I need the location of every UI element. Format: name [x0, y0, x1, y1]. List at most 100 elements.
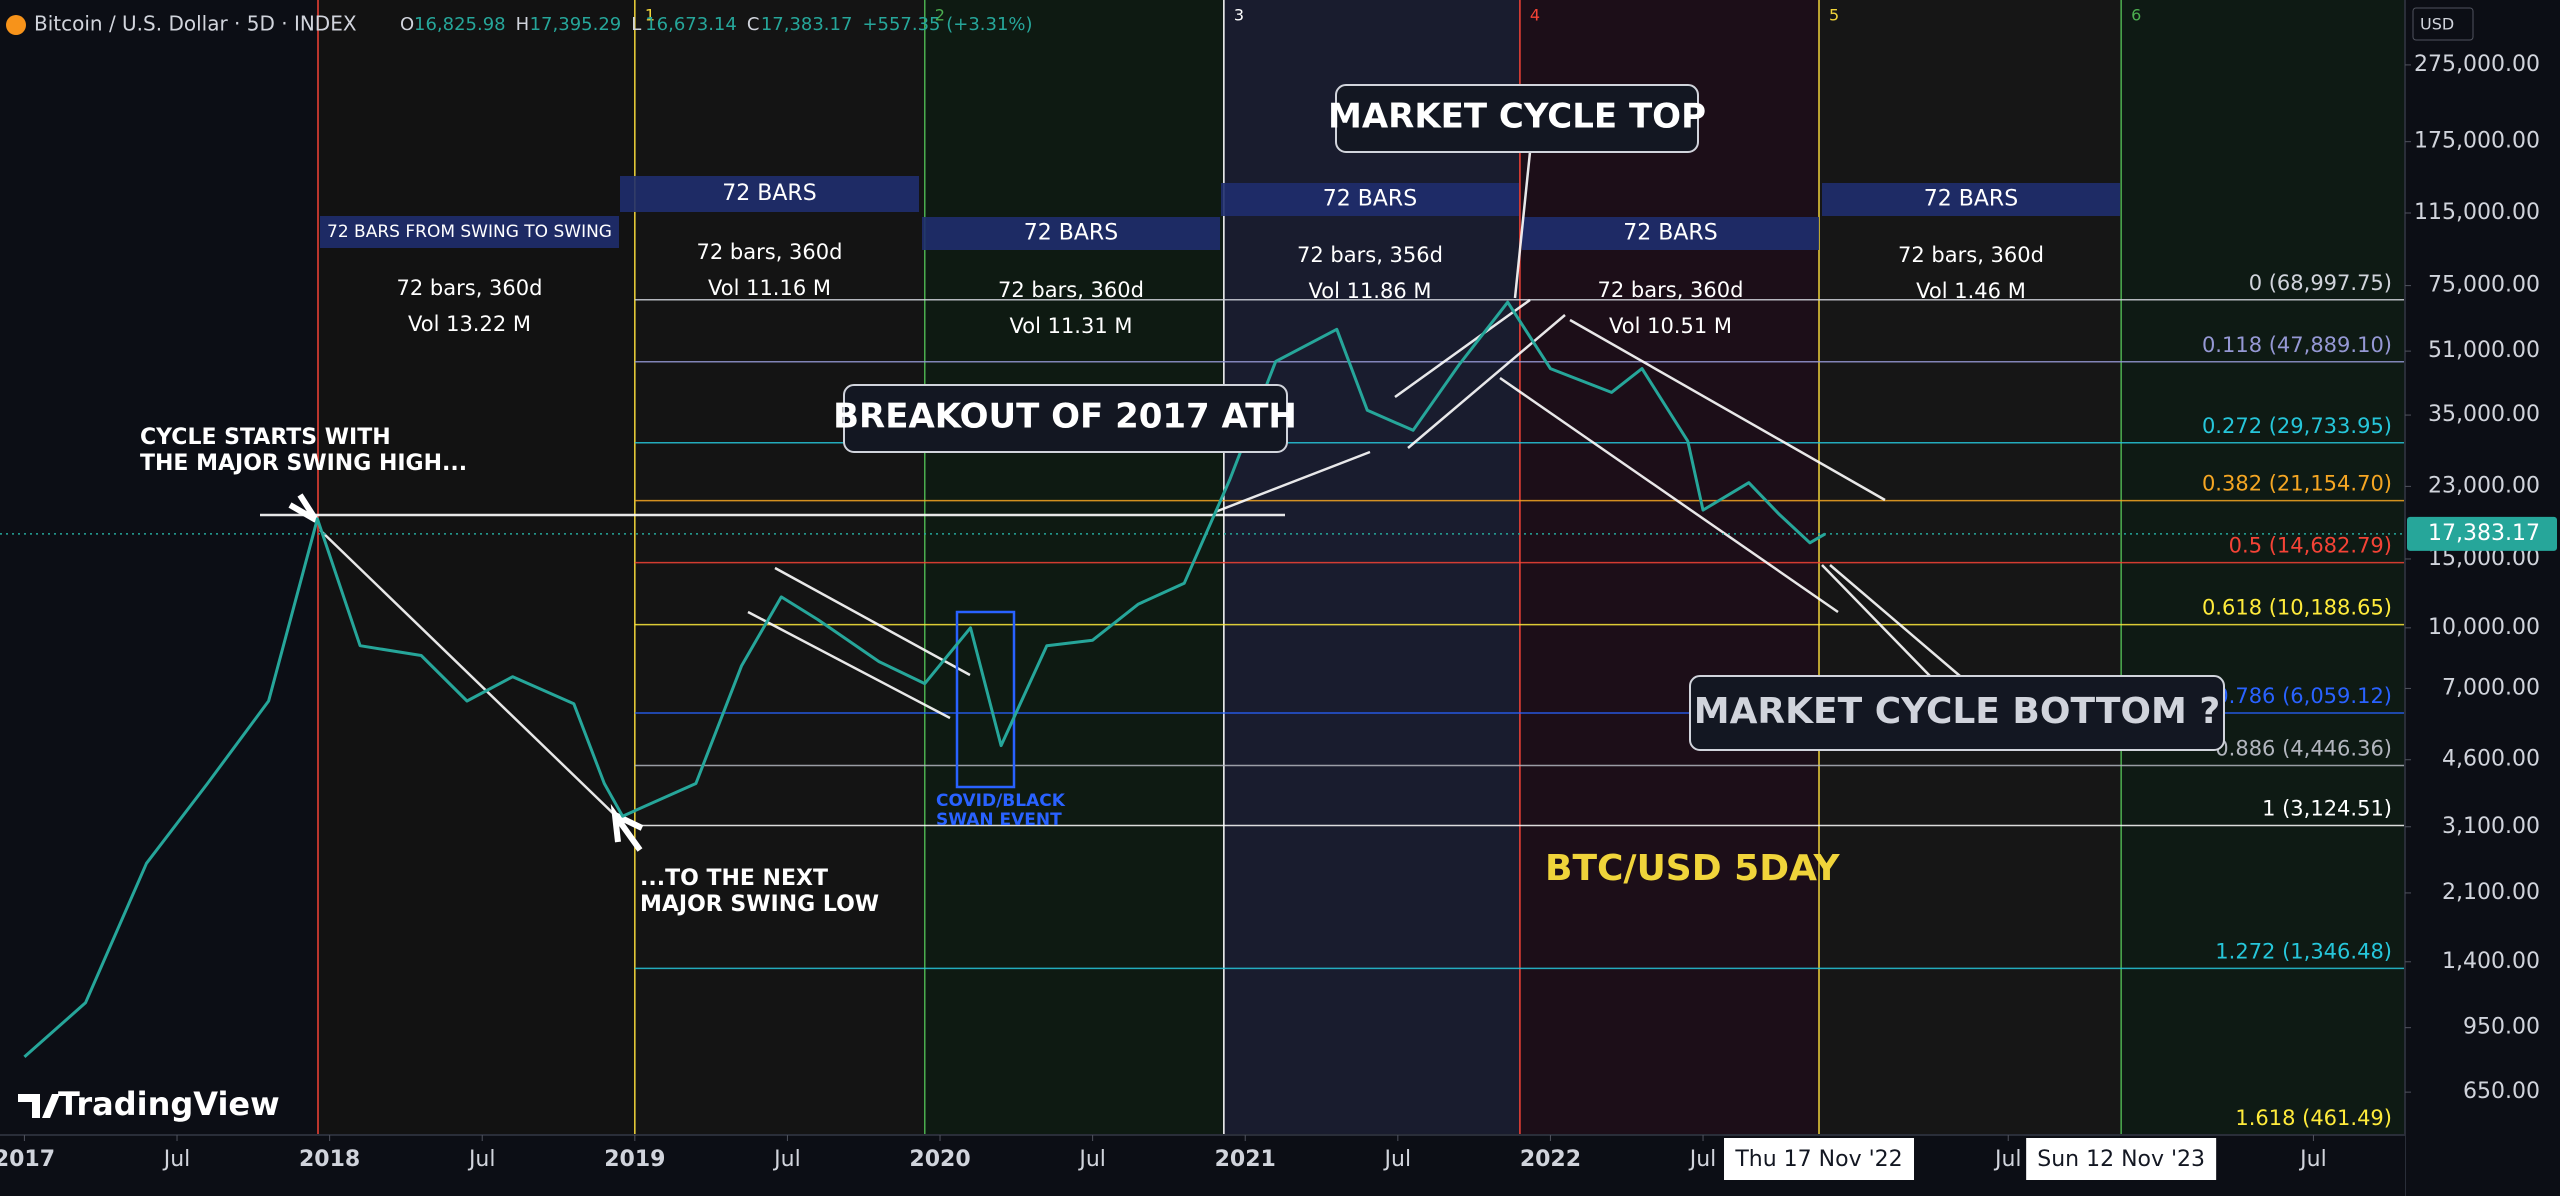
x-tick-label: Jul — [1993, 1147, 2022, 1172]
last-price-tag — [2407, 516, 2557, 551]
x-tick-label: Jul — [162, 1147, 191, 1172]
range-header-box — [1221, 183, 1519, 216]
y-tick-label: 175,000.00 — [2414, 129, 2540, 154]
range-header: 72 BARS FROM SWING TO SWING — [327, 222, 612, 242]
range-stat: 72 bars, 360d — [998, 278, 1144, 302]
cycle-label: 6 — [2131, 6, 2141, 25]
watermark: TradingView — [58, 1085, 280, 1123]
covid-box — [955, 610, 1016, 789]
range-stat: 72 bars, 356d — [1297, 243, 1443, 267]
fib-label: 1 (3,124.51) — [2262, 796, 2392, 820]
price-axis — [2405, 0, 2560, 1196]
region — [1223, 0, 1520, 1135]
price-line — [23, 300, 1826, 1059]
fib-label: 1.618 (461.49) — [2235, 1106, 2392, 1130]
trendline — [1821, 564, 1931, 677]
trendline — [1407, 314, 1566, 449]
trendline — [319, 529, 621, 821]
currency-box — [2412, 7, 2474, 41]
ohlc-key: L — [631, 14, 641, 35]
range-header-box — [620, 176, 919, 212]
ohlc-key: C — [747, 14, 760, 35]
x-tick-label: 2018 — [299, 1147, 360, 1172]
ohlc-value: 16,673.14 — [645, 14, 737, 35]
region — [634, 0, 925, 1135]
x-tick-label: Jul — [2298, 1147, 2327, 1172]
range-header: 72 BARS — [722, 181, 816, 206]
cycle-label: 5 — [1829, 6, 1839, 25]
symbol-title: Bitcoin / U.S. Dollar · 5D · INDEX — [34, 12, 357, 36]
ohlc-value: 17,383.17 — [761, 14, 853, 35]
callout-box — [1689, 675, 2225, 751]
date-tag-label: Thu 17 Nov '22 — [1734, 1147, 1902, 1172]
fib-label: 0.786 (6,059.12) — [2215, 684, 2392, 708]
ohlc-value: 16,825.98 — [414, 14, 506, 35]
region — [924, 0, 1224, 1135]
watermark-logo — [18, 1094, 60, 1118]
callout-box — [1335, 84, 1699, 153]
range-header: 72 BARS — [1623, 221, 1717, 246]
fib-label: 0.5 (14,682.79) — [2229, 534, 2392, 558]
fib-label: 0.118 (47,889.10) — [2202, 333, 2392, 357]
trendline — [774, 566, 971, 677]
time-axis — [0, 1135, 2405, 1196]
range-stat: 72 bars, 360d — [697, 240, 843, 264]
range-stat: Vol 13.22 M — [408, 312, 531, 336]
fib-label: 0.272 (29,733.95) — [2202, 414, 2392, 438]
annotation: MARKET CYCLE BOTTOM ? — [1694, 691, 2221, 732]
date-tag-label: Sun 12 Nov '23 — [2037, 1147, 2205, 1172]
x-tick-label: 2021 — [1215, 1147, 1276, 1172]
annotation: COVID/BLACK — [936, 791, 1066, 811]
y-tick-label: 23,000.00 — [2428, 473, 2540, 498]
cycle-label: 2 — [935, 6, 945, 25]
annotation: SWAN EVENT — [936, 810, 1062, 830]
y-tick-label: 950.00 — [2463, 1015, 2540, 1040]
fib-label: 0.382 (21,154.70) — [2202, 472, 2392, 496]
annotation: MARKET CYCLE TOP — [1328, 97, 1706, 137]
range-stat: Vol 11.31 M — [1009, 314, 1132, 338]
annotation: BREAKOUT OF 2017 ATH — [833, 397, 1297, 437]
region — [1519, 0, 1820, 1135]
ohlc-value: 17,395.29 — [530, 14, 622, 35]
y-tick-label: 75,000.00 — [2428, 273, 2540, 298]
y-tick-label: 115,000.00 — [2414, 200, 2540, 225]
range-stat: Vol 11.16 M — [708, 276, 831, 300]
trendline — [1499, 376, 1839, 614]
trendline — [747, 610, 951, 720]
fib-label: 1.272 (1,346.48) — [2215, 939, 2392, 963]
range-stat: 72 bars, 360d — [397, 276, 543, 300]
cycle-label: 1 — [645, 6, 655, 25]
x-tick-label: 2022 — [1520, 1147, 1581, 1172]
x-tick-label: Jul — [1383, 1147, 1412, 1172]
y-tick-label: 650.00 — [2463, 1079, 2540, 1104]
range-stat: Vol 1.46 M — [1916, 279, 2026, 303]
y-tick-label: 10,000.00 — [2428, 615, 2540, 640]
annotation: BTC/USD 5DAY — [1545, 848, 1840, 889]
change: +557.35 (+3.31%) — [862, 14, 1032, 35]
range-header-box — [1822, 183, 2120, 216]
y-tick-label: 3,100.00 — [2442, 814, 2540, 839]
range-header-box — [320, 216, 619, 248]
last-price-label: 17,383.17 — [2428, 521, 2540, 546]
annotation: CYCLE STARTS WITH — [140, 425, 391, 450]
region — [1819, 0, 2122, 1135]
x-tick-label: 2017 — [0, 1147, 55, 1172]
y-tick-label: 7,000.00 — [2442, 675, 2540, 700]
fib-label: 0.618 (10,188.65) — [2202, 596, 2392, 620]
y-tick-label: 275,000.00 — [2414, 52, 2540, 77]
annotation: ...TO THE NEXT — [640, 866, 828, 891]
range-header-box — [1522, 217, 1819, 250]
callout-box — [843, 384, 1288, 453]
region — [318, 0, 635, 1135]
range-stat: Vol 10.51 M — [1609, 314, 1732, 338]
currency: USD — [2420, 15, 2454, 34]
annotation: THE MAJOR SWING HIGH... — [140, 451, 467, 476]
fib-label: 0.886 (4,446.36) — [2215, 737, 2392, 761]
cycle-label: 4 — [1530, 6, 1540, 25]
cycle-label: 3 — [1234, 6, 1244, 25]
annotation: MAJOR SWING LOW — [640, 892, 879, 917]
ohlc-key: H — [516, 14, 530, 35]
trendline — [1829, 564, 1961, 677]
